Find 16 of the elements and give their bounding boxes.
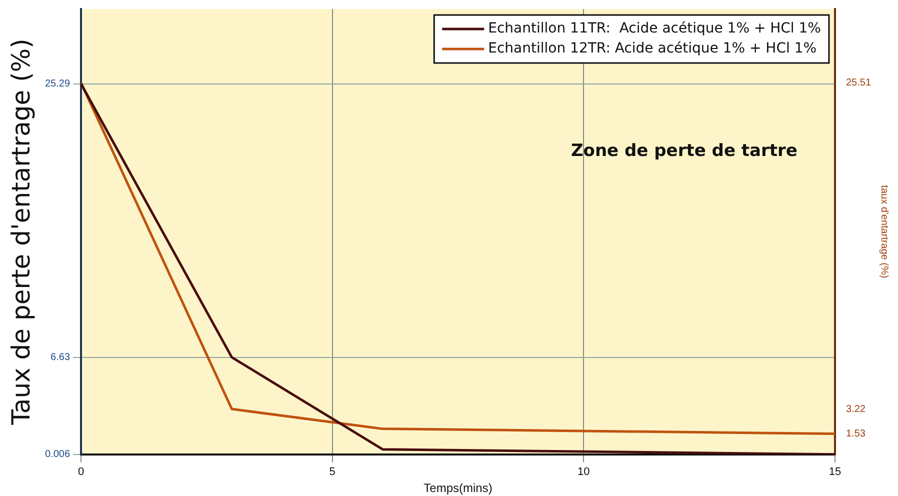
y2-axis-title: taux d'entartrage (%) xyxy=(878,185,890,278)
x-tick-label: 0 xyxy=(78,466,84,478)
y2-tick-label: 1.53 xyxy=(846,428,866,440)
x-tick-label: 10 xyxy=(578,466,590,478)
y-tick-label: 25.29 xyxy=(44,78,70,90)
x-axis-title: Temps(mins) xyxy=(424,481,492,496)
annotation: Zone de perte de tartre xyxy=(570,140,798,161)
y-axis-title: Taux de perte d'entartrage (%) xyxy=(6,38,36,426)
y-tick-label: 6.63 xyxy=(50,352,70,364)
x-tick-label: 5 xyxy=(329,466,336,478)
legend-label: Echantillon 11TR: Acide acétique 1% + HCl 1% xyxy=(488,20,821,37)
y2-tick-label: 3.22 xyxy=(846,404,866,415)
legend-label: Echantillon 12TR: Acide acétique 1% + HCl 1% xyxy=(488,40,817,57)
x-tick-label: 15 xyxy=(828,466,842,478)
y2-tick-label: 25.51 xyxy=(846,78,872,89)
y-tick-label: 0.006 xyxy=(44,449,70,460)
